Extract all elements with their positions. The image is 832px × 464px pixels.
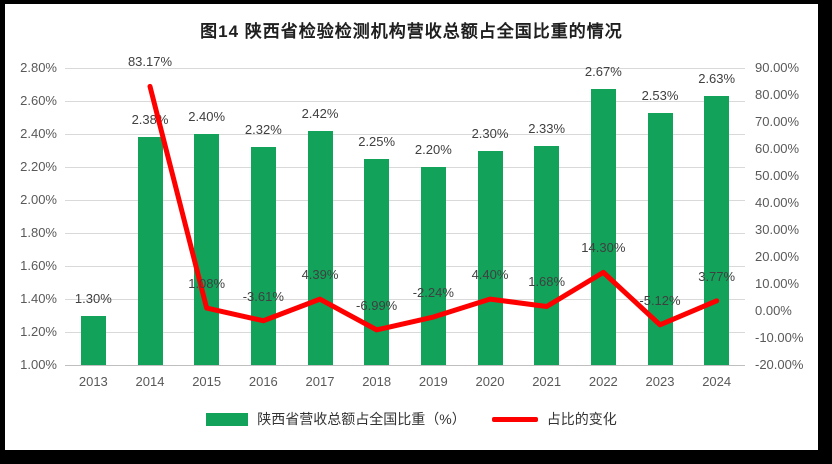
left-axis-tick: 2.00% xyxy=(20,192,57,207)
bar-label: 2.42% xyxy=(301,105,339,121)
legend-item: 陕西省营收总额占全国比重（%） xyxy=(206,409,466,429)
bar-label: 2.63% xyxy=(698,71,736,87)
bar xyxy=(307,130,333,365)
line-label: 83.17% xyxy=(127,54,173,70)
gridline xyxy=(65,332,745,333)
right-axis-tick: -20.00% xyxy=(755,357,804,372)
bar xyxy=(420,167,446,365)
right-axis-tick: 50.00% xyxy=(755,168,800,183)
bar-label: 2.25% xyxy=(358,133,396,149)
left-axis-tick: 2.20% xyxy=(20,159,57,174)
legend: 陕西省营收总额占全国比重（%） 占比的变化 xyxy=(5,409,818,429)
bar-label: 2.32% xyxy=(244,122,282,138)
x-axis-label: 2013 xyxy=(78,374,108,389)
chart-title: 图14 陕西省检验检测机构营收总额占全国比重的情况 xyxy=(200,22,623,41)
left-axis-tick: 1.00% xyxy=(20,357,57,372)
gridline xyxy=(65,134,745,135)
x-axis-label: 2021 xyxy=(532,374,562,389)
line-swatch-icon xyxy=(491,416,538,422)
gridline xyxy=(65,200,745,201)
line-label: 4.39% xyxy=(301,267,339,283)
line-label: -5.12% xyxy=(639,292,681,308)
bar xyxy=(477,150,503,365)
left-axis-tick: 2.80% xyxy=(20,60,57,75)
bar-label: 2.53% xyxy=(641,87,679,103)
line-label: -6.99% xyxy=(356,297,398,313)
bar xyxy=(534,145,560,365)
right-axis-tick: 80.00% xyxy=(755,87,800,102)
line-label: -3.61% xyxy=(242,288,284,304)
bar xyxy=(80,315,106,365)
left-axis-tick: 2.60% xyxy=(20,93,57,108)
legend-label: 占比的变化 xyxy=(546,411,617,427)
gridline xyxy=(65,68,745,69)
gridline xyxy=(65,233,745,234)
chart-card: 图14 陕西省检验检测机构营收总额占全国比重的情况 2.80% 2.60% 2.40… xyxy=(5,4,818,450)
right-axis-tick: 10.00% xyxy=(755,276,800,291)
bar xyxy=(590,89,616,365)
bar-label: 2.67% xyxy=(584,64,622,80)
line-label: 4.40% xyxy=(471,267,509,283)
x-axis-label: 2024 xyxy=(702,374,732,389)
right-axis-tick: 70.00% xyxy=(755,114,800,129)
right-axis-tick: 0.00% xyxy=(755,303,792,318)
right-axis-tick: -10.00% xyxy=(755,330,804,345)
right-axis-tick: 40.00% xyxy=(755,195,800,210)
gridline xyxy=(65,299,745,300)
line-label: 14.30% xyxy=(581,240,626,256)
left-axis-tick: 1.60% xyxy=(20,258,57,273)
bar-label: 2.20% xyxy=(414,142,452,157)
line-label: 1.08% xyxy=(188,276,226,292)
x-axis-label: 2017 xyxy=(305,374,335,389)
x-axis-label: 2019 xyxy=(418,374,448,389)
bar xyxy=(250,147,276,365)
bar-swatch-icon xyxy=(206,412,249,426)
bar-label: 2.33% xyxy=(528,120,566,136)
bar xyxy=(704,96,730,365)
right-axis-tick: 20.00% xyxy=(755,249,800,264)
line-label: 3.77% xyxy=(698,268,736,284)
legend-item: 占比的变化 xyxy=(491,409,617,429)
x-axis-label: 2020 xyxy=(475,374,505,389)
left-axis-tick: 2.40% xyxy=(20,126,57,141)
right-axis-tick: 90.00% xyxy=(755,60,800,75)
gridline xyxy=(65,266,745,267)
bar-label: 2.30% xyxy=(471,125,509,141)
plot-area: 图14 陕西省检验检测机构营收总额占全国比重的情况 2.80% 2.60% 2.40… xyxy=(5,4,818,450)
x-axis-label: 2023 xyxy=(645,374,675,389)
change-line xyxy=(147,83,720,333)
legend-label: 陕西省营收总额占全国比重（%） xyxy=(257,411,466,427)
gridline xyxy=(65,101,745,102)
bar xyxy=(137,137,163,365)
right-axis-tick: 30.00% xyxy=(755,222,800,237)
x-axis-line xyxy=(65,365,745,366)
x-axis-label: 2015 xyxy=(192,374,222,389)
bar-label: 1.30% xyxy=(74,290,112,306)
bar xyxy=(194,134,220,365)
x-axis-label: 2016 xyxy=(248,374,278,389)
gridline xyxy=(65,167,745,168)
right-axis-tick: 60.00% xyxy=(755,141,800,156)
left-axis-tick: 1.80% xyxy=(20,225,57,240)
x-axis-label: 2014 xyxy=(135,374,165,389)
bar-label: 2.40% xyxy=(188,109,226,124)
line-label: 1.68% xyxy=(528,274,566,290)
line-label: -2.24% xyxy=(412,285,454,301)
x-axis-label: 2022 xyxy=(588,374,618,389)
x-axis-label: 2018 xyxy=(362,374,392,389)
left-axis-tick: 1.40% xyxy=(20,291,57,306)
left-axis-tick: 1.20% xyxy=(20,324,57,339)
